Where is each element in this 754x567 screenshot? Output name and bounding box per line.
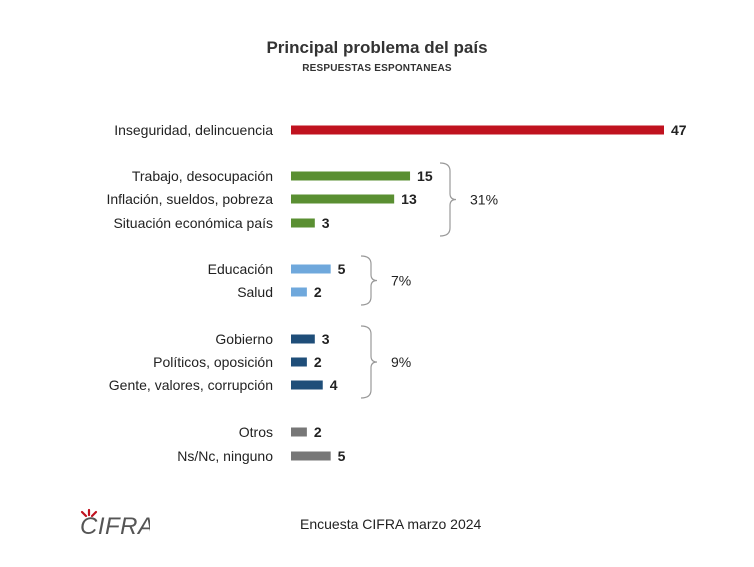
group-bracket	[360, 255, 378, 306]
chart-subtitle: RESPUESTAS ESPONTANEAS	[302, 63, 452, 74]
data-label: 4	[330, 377, 338, 393]
data-label: 3	[322, 331, 330, 347]
bar	[291, 427, 307, 437]
data-label: 2	[314, 354, 322, 370]
bar	[291, 380, 323, 390]
group-total-label: 31%	[470, 192, 498, 208]
bar	[291, 194, 395, 204]
bar	[291, 287, 307, 297]
category-label: Gobierno	[215, 331, 273, 347]
group-total-label: 7%	[391, 273, 411, 289]
category-label: Otros	[239, 424, 273, 440]
category-label: Políticos, oposición	[153, 354, 273, 370]
data-label: 3	[322, 215, 330, 231]
category-label: Trabajo, desocupación	[132, 168, 273, 184]
group-bracket	[360, 325, 378, 399]
category-label: Gente, valores, corrupción	[109, 377, 273, 393]
category-label: Salud	[237, 284, 273, 300]
group-bracket	[439, 162, 457, 237]
category-label: Ns/Nc, ninguno	[177, 448, 273, 464]
category-label: Situación económica país	[113, 215, 273, 231]
bar	[291, 334, 315, 344]
bar	[291, 125, 664, 135]
bar	[291, 264, 331, 274]
data-label: 5	[338, 448, 346, 464]
source-note: Encuesta CIFRA marzo 2024	[300, 516, 482, 532]
cifra-logo: CIFRA	[80, 508, 154, 545]
data-label: 5	[338, 261, 346, 277]
data-label: 2	[314, 284, 322, 300]
data-label: 13	[401, 191, 417, 207]
category-label: Educación	[208, 261, 273, 277]
bar	[291, 218, 315, 228]
category-label: Inflación, sueldos, pobreza	[106, 191, 273, 207]
data-label: 2	[314, 424, 322, 440]
logo-text: CIFRA	[80, 513, 150, 540]
data-label: 15	[417, 168, 433, 184]
category-label: Inseguridad, delincuencia	[114, 122, 273, 138]
bar	[291, 171, 411, 181]
chart-title: Principal problema del país	[266, 38, 488, 57]
bar	[291, 451, 331, 461]
group-total-label: 9%	[391, 354, 411, 370]
bar	[291, 357, 307, 367]
data-label: 47	[671, 122, 687, 138]
